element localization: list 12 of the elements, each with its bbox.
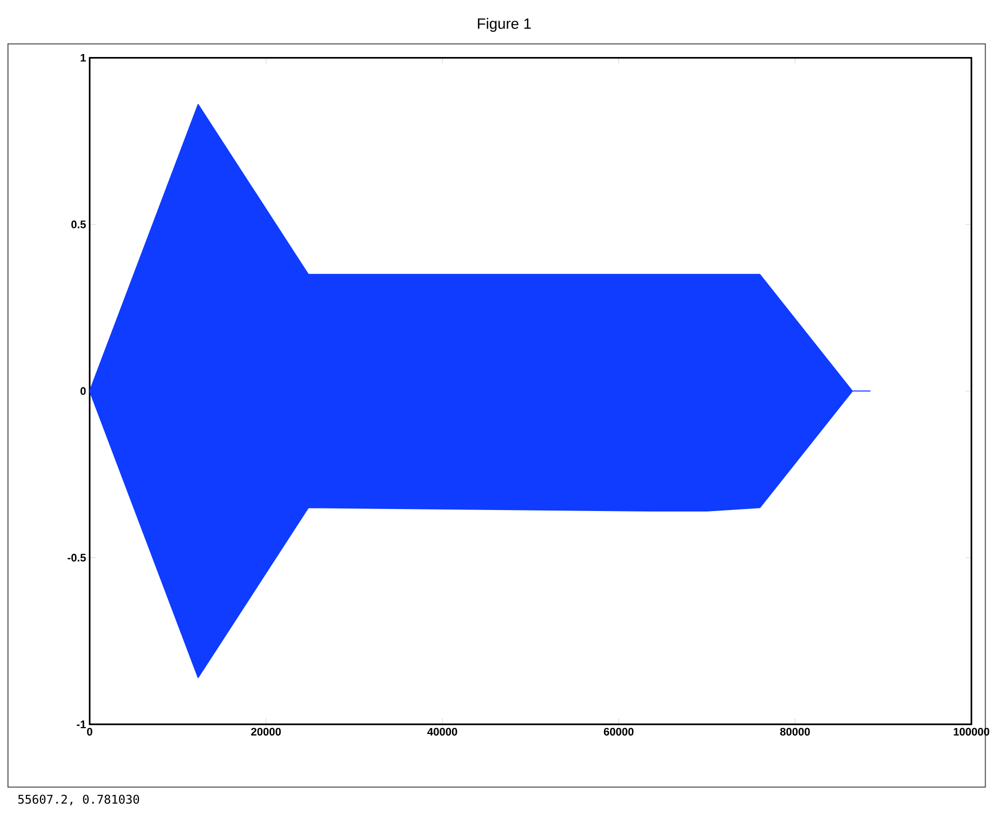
- y-tick-label: 0.5: [71, 220, 86, 228]
- text: 55607.2, 0.781030: [18, 794, 140, 806]
- x-tick-label: 60000: [604, 728, 634, 736]
- chart-title: Figure 1: [478, 18, 531, 32]
- y-tick-label: -0.5: [68, 554, 86, 562]
- y-tick-label: -1: [76, 720, 86, 728]
- x-tick-label: 0: [87, 728, 92, 736]
- y-tick-label: 1: [80, 54, 86, 62]
- x-tick-label: 80000: [780, 728, 810, 736]
- x-tick-label: 20000: [251, 728, 281, 736]
- x-tick-label: 40000: [427, 728, 458, 736]
- y-tick-label: 0: [80, 387, 86, 395]
